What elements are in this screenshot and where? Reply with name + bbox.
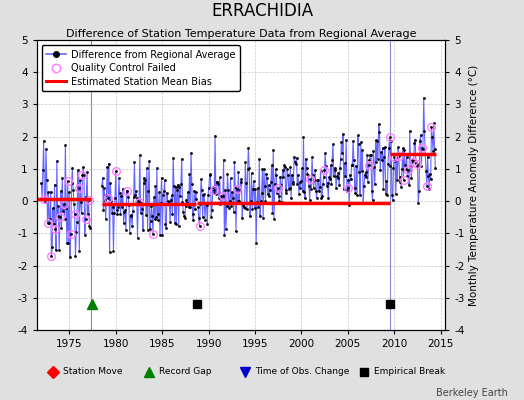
Text: ERRACHIDIA: ERRACHIDIA — [211, 2, 313, 20]
Text: Time of Obs. Change: Time of Obs. Change — [255, 368, 350, 376]
Title: Difference of Station Temperature Data from Regional Average: Difference of Station Temperature Data f… — [66, 29, 416, 39]
Text: Record Gap: Record Gap — [159, 368, 212, 376]
Text: Empirical Break: Empirical Break — [374, 368, 445, 376]
Legend: Difference from Regional Average, Quality Control Failed, Estimated Station Mean: Difference from Regional Average, Qualit… — [41, 45, 240, 91]
Text: Berkeley Earth: Berkeley Earth — [436, 388, 508, 398]
Text: Station Move: Station Move — [63, 368, 123, 376]
Y-axis label: Monthly Temperature Anomaly Difference (°C): Monthly Temperature Anomaly Difference (… — [469, 64, 479, 306]
